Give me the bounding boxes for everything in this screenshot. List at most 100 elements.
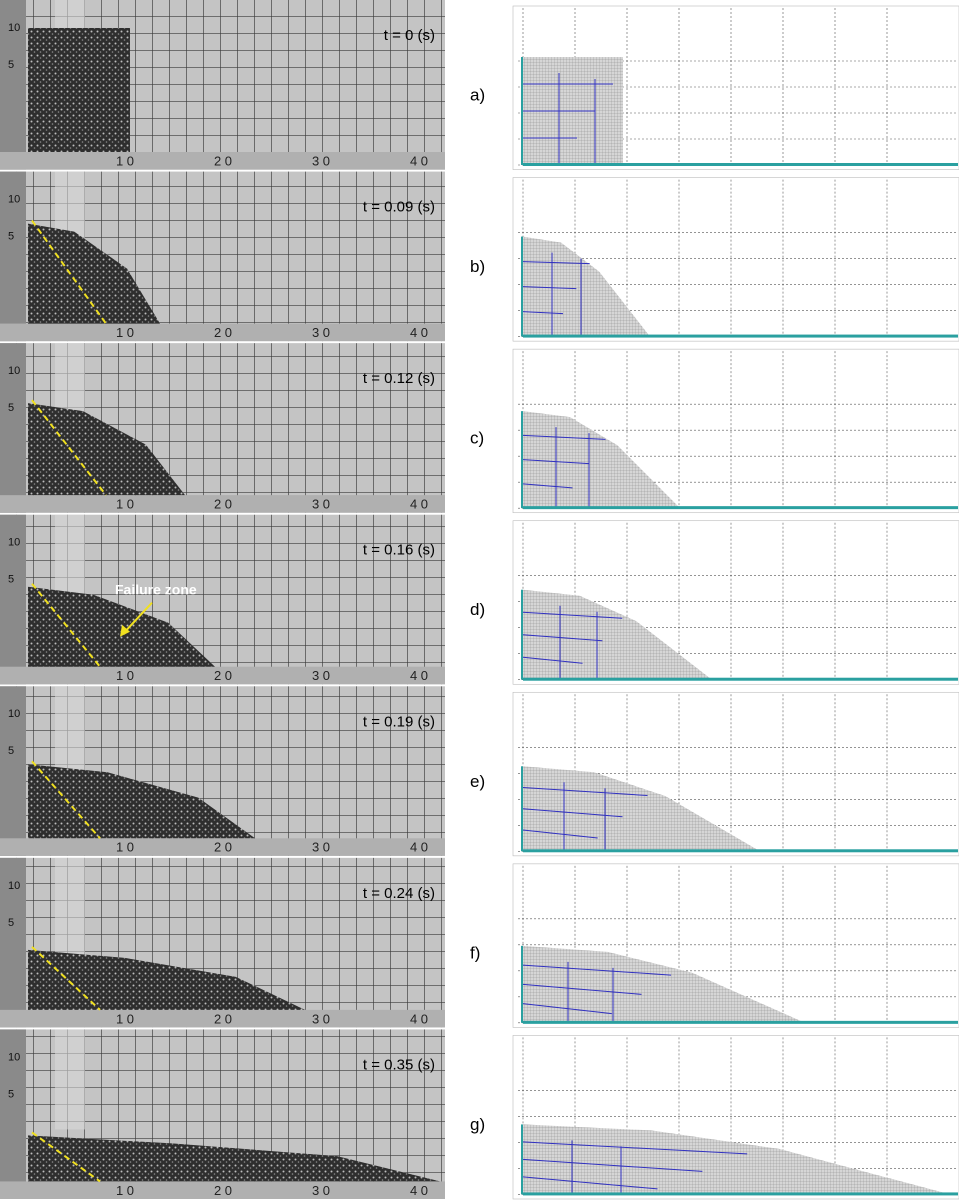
annotation-arrow: [123, 602, 153, 634]
sim-mesh: [523, 411, 680, 509]
granular-mass: [28, 403, 185, 496]
ruler-label: 10: [8, 365, 20, 377]
sim-base: [523, 849, 958, 853]
sim-mesh: [523, 945, 805, 1023]
sim-wall: [521, 236, 523, 337]
ruler-label: 1 0: [116, 153, 134, 168]
sim-base: [523, 1020, 958, 1024]
panel-label: d): [470, 600, 485, 619]
ruler-label: 3 0: [312, 153, 330, 168]
sim-marker-line: [522, 1176, 658, 1190]
bottom-ruler: [0, 1009, 445, 1028]
gate-shadow: [55, 857, 85, 958]
ruler-label: 3 0: [312, 1183, 330, 1198]
time-label: t = 0.12 (s): [363, 370, 435, 387]
bottom-ruler: [0, 838, 445, 856]
sim-wall: [521, 766, 523, 852]
ruler-label: 5: [8, 230, 14, 242]
ruler-label: 4 0: [410, 325, 428, 340]
panel-label: f): [470, 943, 480, 962]
sim-mesh: [523, 1124, 950, 1195]
left-ruler: [0, 0, 26, 170]
ruler-label: 2 0: [214, 153, 232, 168]
ruler-label: 2 0: [214, 668, 232, 683]
time-label: t = 0.35 (s): [363, 1056, 435, 1073]
annotation: Failure zone: [115, 581, 197, 597]
sim-marker-line: [522, 964, 672, 976]
ruler-label: 3 0: [312, 1011, 330, 1026]
ruler-label: 4 0: [410, 497, 428, 512]
granular-mass: [28, 223, 160, 324]
time-label: t = 0 (s): [384, 27, 435, 44]
granular-mass: [28, 764, 255, 839]
left-ruler: [0, 343, 26, 513]
time-label: t = 0.24 (s): [363, 885, 435, 902]
ruler-label: 5: [8, 402, 14, 414]
sim-marker-line: [522, 1158, 703, 1172]
ruler-label: 2 0: [214, 1183, 232, 1198]
ruler-label: 1 0: [116, 668, 134, 683]
sim-wall: [521, 411, 523, 509]
ruler-label: 2 0: [214, 497, 232, 512]
failure-line: [31, 946, 101, 1011]
left-ruler: [0, 171, 26, 342]
ruler-label: 3 0: [312, 325, 330, 340]
ruler-label: 3 0: [312, 840, 330, 855]
time-label: t = 0.09 (s): [363, 199, 435, 216]
granular-mass: [28, 28, 130, 152]
bottom-ruler: [0, 152, 445, 170]
ruler-label: 2 0: [214, 325, 232, 340]
ruler-label: 3 0: [312, 497, 330, 512]
granular-mass: [28, 586, 215, 667]
ruler-label: 10: [8, 22, 20, 34]
sim-mesh: [523, 589, 712, 680]
ruler-label: 5: [8, 745, 14, 757]
ruler-label: 4 0: [410, 668, 428, 683]
granular-mass: [28, 949, 305, 1010]
ruler-label: 5: [8, 917, 14, 929]
ruler-label: 5: [8, 574, 14, 586]
sim-marker-line: [522, 634, 603, 642]
sim-marker-line: [522, 1003, 612, 1015]
sim-wall: [521, 945, 523, 1023]
annotation-arrowhead: [120, 624, 130, 637]
panel-label: b): [470, 257, 485, 276]
failure-line: [31, 1131, 101, 1183]
sim-marker-line: [522, 483, 573, 489]
sim-marker-line: [522, 787, 648, 797]
left-ruler: [0, 686, 26, 856]
sim-marker-line: [522, 311, 564, 315]
sim-marker-line: [522, 829, 598, 839]
sim-base: [523, 506, 958, 510]
ruler-label: 10: [8, 1051, 20, 1063]
sim-marker-line: [522, 261, 590, 265]
failure-line: [31, 583, 101, 668]
ruler-label: 2 0: [214, 840, 232, 855]
ruler-label: 10: [8, 193, 20, 205]
sim-marker-line: [522, 286, 577, 290]
panel-label: a): [470, 85, 485, 104]
sim-wall: [521, 1124, 523, 1195]
panel-label: g): [470, 1115, 485, 1134]
sim-marker-line: [522, 983, 642, 995]
ruler-label: 4 0: [410, 840, 428, 855]
bottom-ruler: [0, 323, 445, 342]
failure-line: [31, 219, 107, 325]
panel-label: e): [470, 772, 485, 791]
ruler-label: 4 0: [410, 1011, 428, 1026]
granular-mass: [28, 1135, 440, 1182]
bottom-ruler: [0, 495, 445, 513]
sim-base: [523, 677, 958, 681]
bottom-ruler: [0, 1181, 445, 1199]
gate-shadow: [55, 1029, 85, 1130]
sim-marker-line: [522, 1141, 748, 1155]
ruler-label: 10: [8, 537, 20, 549]
sim-marker-line: [522, 656, 583, 664]
left-ruler: [0, 857, 26, 1028]
sim-marker-line: [522, 611, 623, 619]
sim-marker-line: [522, 459, 589, 465]
sim-base: [523, 334, 958, 338]
bottom-ruler: [0, 666, 445, 685]
sim-wall: [521, 589, 523, 680]
